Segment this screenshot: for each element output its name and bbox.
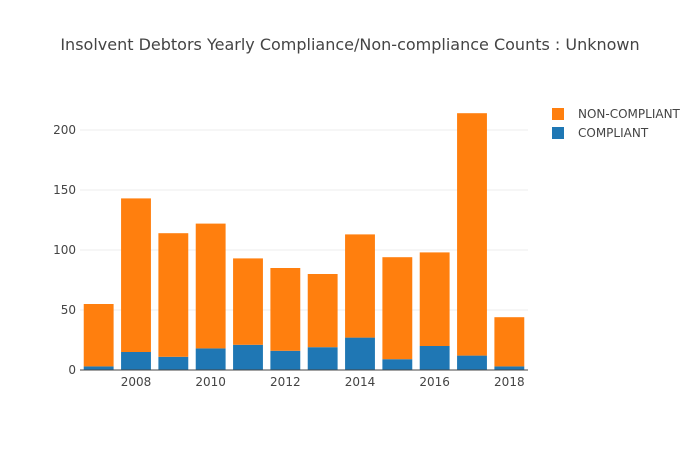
bar-compliant-2013 (307, 347, 338, 370)
bar-non-compliant-2011 (233, 258, 263, 345)
bar-non-compliant-2013 (307, 274, 338, 348)
bar-non-compliant-2010 (195, 223, 226, 349)
bar-compliant-2007 (83, 366, 114, 370)
bar-layer (83, 113, 525, 370)
legend: NON-COMPLIANT COMPLIANT (552, 107, 681, 140)
y-tick-label: 150 (53, 183, 76, 197)
y-tick-label: 0 (68, 363, 76, 377)
bar-compliant-2017 (457, 355, 487, 370)
x-tick-label: 2010 (195, 375, 226, 389)
bar-non-compliant-2009 (158, 233, 189, 357)
bar-compliant-2014 (345, 337, 375, 370)
bar-non-compliant-2012 (270, 268, 301, 351)
bar-compliant-2012 (270, 350, 301, 370)
legend-item-non-compliant[interactable]: NON-COMPLIANT (552, 107, 681, 121)
x-tick-label: 2016 (419, 375, 450, 389)
chart-title: Insolvent Debtors Yearly Compliance/Non-… (60, 35, 639, 54)
legend-label: COMPLIANT (578, 126, 649, 140)
bar-compliant-2010 (195, 348, 226, 370)
bar-non-compliant-2015 (382, 257, 413, 360)
legend-label: NON-COMPLIANT (578, 107, 681, 121)
legend-item-compliant[interactable]: COMPLIANT (552, 126, 649, 140)
x-tick-label: 2018 (494, 375, 525, 389)
grid-layer (80, 129, 528, 311)
bar-compliant-2018 (494, 366, 525, 370)
bar-compliant-2009 (158, 356, 189, 370)
bar-non-compliant-2018 (494, 317, 525, 367)
x-tick-label: 2014 (345, 375, 376, 389)
legend-swatch (552, 108, 564, 120)
bar-compliant-2008 (121, 352, 151, 370)
x-tick-label: 2012 (270, 375, 301, 389)
x-tick-labels: 2008 2010 2012 2014 2016 2018 (121, 375, 525, 389)
bar-non-compliant-2007 (83, 304, 114, 367)
legend-swatch (552, 127, 564, 139)
y-tick-label: 50 (61, 303, 76, 317)
bar-compliant-2011 (233, 344, 263, 370)
bar-compliant-2016 (419, 346, 450, 370)
bar-non-compliant-2016 (419, 252, 450, 346)
y-tick-label: 200 (53, 123, 76, 137)
bar-compliant-2015 (382, 359, 413, 370)
bar-non-compliant-2014 (345, 234, 375, 338)
x-tick-label: 2008 (121, 375, 152, 389)
bar-non-compliant-2017 (457, 113, 487, 356)
bar-non-compliant-2008 (121, 198, 151, 352)
y-tick-label: 100 (53, 243, 76, 257)
y-tick-labels: 0 50 100 150 200 (53, 123, 76, 377)
